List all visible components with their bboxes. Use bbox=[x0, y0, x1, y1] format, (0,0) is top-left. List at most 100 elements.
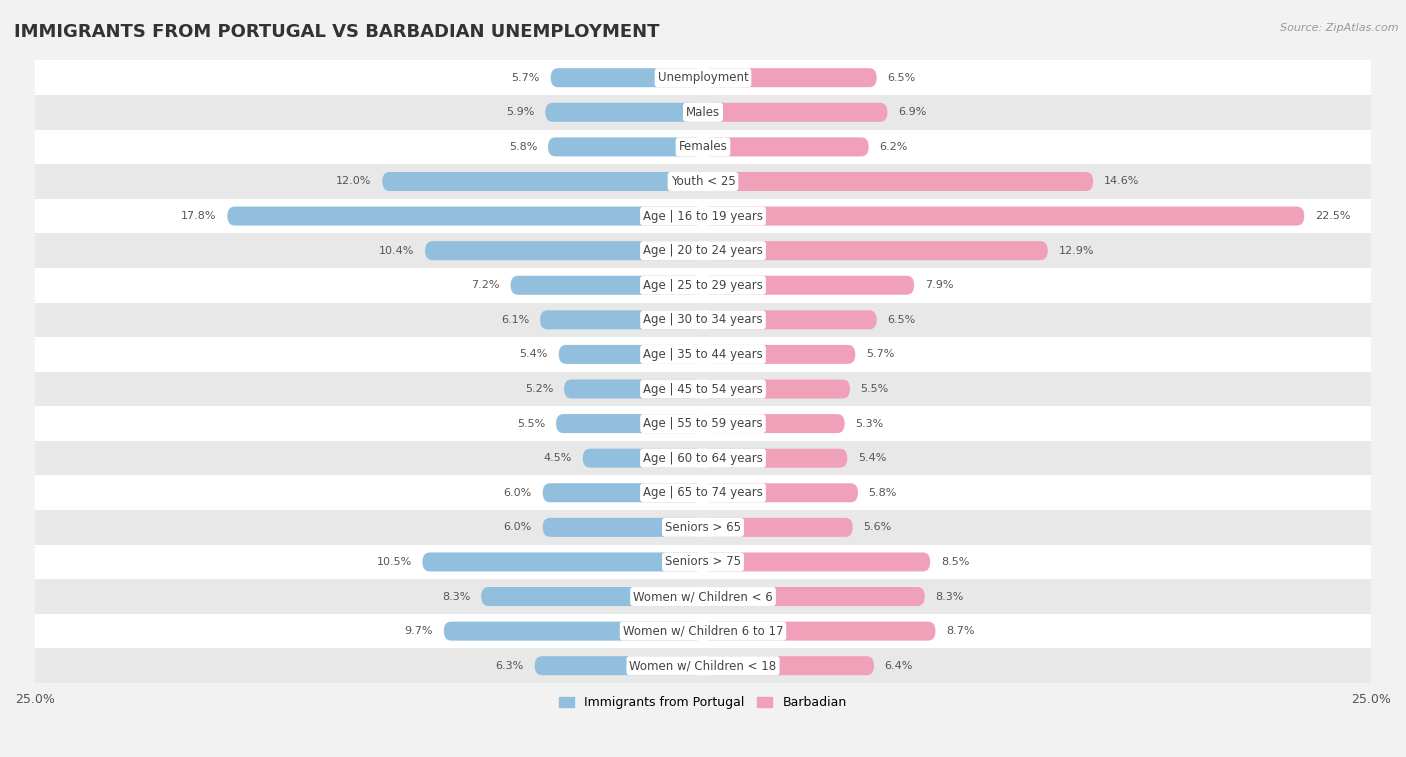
FancyBboxPatch shape bbox=[558, 345, 703, 364]
FancyBboxPatch shape bbox=[35, 579, 1371, 614]
FancyBboxPatch shape bbox=[703, 656, 875, 675]
Text: 8.3%: 8.3% bbox=[441, 591, 471, 602]
Text: 12.9%: 12.9% bbox=[1059, 246, 1094, 256]
Text: 17.8%: 17.8% bbox=[181, 211, 217, 221]
FancyBboxPatch shape bbox=[564, 379, 703, 398]
Text: 5.5%: 5.5% bbox=[860, 384, 889, 394]
FancyBboxPatch shape bbox=[35, 544, 1371, 579]
Text: 22.5%: 22.5% bbox=[1315, 211, 1350, 221]
Text: Source: ZipAtlas.com: Source: ZipAtlas.com bbox=[1281, 23, 1399, 33]
FancyBboxPatch shape bbox=[703, 621, 935, 640]
Text: Age | 35 to 44 years: Age | 35 to 44 years bbox=[643, 348, 763, 361]
FancyBboxPatch shape bbox=[543, 518, 703, 537]
Text: Age | 45 to 54 years: Age | 45 to 54 years bbox=[643, 382, 763, 395]
FancyBboxPatch shape bbox=[481, 587, 703, 606]
FancyBboxPatch shape bbox=[546, 103, 703, 122]
FancyBboxPatch shape bbox=[703, 449, 848, 468]
Text: 6.4%: 6.4% bbox=[884, 661, 912, 671]
FancyBboxPatch shape bbox=[35, 129, 1371, 164]
Text: 6.2%: 6.2% bbox=[879, 142, 908, 152]
Text: 5.7%: 5.7% bbox=[512, 73, 540, 83]
Text: 6.3%: 6.3% bbox=[496, 661, 524, 671]
Text: Age | 20 to 24 years: Age | 20 to 24 years bbox=[643, 245, 763, 257]
Text: 5.4%: 5.4% bbox=[520, 350, 548, 360]
FancyBboxPatch shape bbox=[35, 510, 1371, 544]
FancyBboxPatch shape bbox=[703, 310, 877, 329]
FancyBboxPatch shape bbox=[228, 207, 703, 226]
FancyBboxPatch shape bbox=[555, 414, 703, 433]
Text: Youth < 25: Youth < 25 bbox=[671, 175, 735, 188]
Text: Women w/ Children 6 to 17: Women w/ Children 6 to 17 bbox=[623, 625, 783, 637]
FancyBboxPatch shape bbox=[548, 137, 703, 157]
Text: 6.0%: 6.0% bbox=[503, 522, 531, 532]
FancyBboxPatch shape bbox=[444, 621, 703, 640]
Text: 12.0%: 12.0% bbox=[336, 176, 371, 186]
Text: Age | 55 to 59 years: Age | 55 to 59 years bbox=[643, 417, 763, 430]
FancyBboxPatch shape bbox=[703, 103, 887, 122]
Text: 14.6%: 14.6% bbox=[1104, 176, 1139, 186]
Text: Women w/ Children < 6: Women w/ Children < 6 bbox=[633, 590, 773, 603]
FancyBboxPatch shape bbox=[703, 137, 869, 157]
FancyBboxPatch shape bbox=[703, 379, 851, 398]
FancyBboxPatch shape bbox=[35, 441, 1371, 475]
FancyBboxPatch shape bbox=[35, 337, 1371, 372]
FancyBboxPatch shape bbox=[703, 68, 877, 87]
FancyBboxPatch shape bbox=[35, 475, 1371, 510]
Text: Males: Males bbox=[686, 106, 720, 119]
Text: 5.7%: 5.7% bbox=[866, 350, 894, 360]
FancyBboxPatch shape bbox=[703, 241, 1047, 260]
Text: 8.7%: 8.7% bbox=[946, 626, 974, 636]
FancyBboxPatch shape bbox=[551, 68, 703, 87]
FancyBboxPatch shape bbox=[703, 345, 855, 364]
FancyBboxPatch shape bbox=[510, 276, 703, 294]
Text: 9.7%: 9.7% bbox=[405, 626, 433, 636]
Text: 8.5%: 8.5% bbox=[941, 557, 969, 567]
Legend: Immigrants from Portugal, Barbadian: Immigrants from Portugal, Barbadian bbox=[554, 691, 852, 714]
FancyBboxPatch shape bbox=[703, 553, 931, 572]
FancyBboxPatch shape bbox=[703, 518, 852, 537]
Text: Age | 65 to 74 years: Age | 65 to 74 years bbox=[643, 486, 763, 500]
Text: 5.9%: 5.9% bbox=[506, 107, 534, 117]
Text: Unemployment: Unemployment bbox=[658, 71, 748, 84]
Text: 5.3%: 5.3% bbox=[855, 419, 883, 428]
Text: 5.8%: 5.8% bbox=[869, 488, 897, 498]
Text: Age | 30 to 34 years: Age | 30 to 34 years bbox=[643, 313, 763, 326]
FancyBboxPatch shape bbox=[703, 276, 914, 294]
FancyBboxPatch shape bbox=[35, 303, 1371, 337]
Text: 5.2%: 5.2% bbox=[524, 384, 554, 394]
Text: 6.5%: 6.5% bbox=[887, 315, 915, 325]
Text: 10.5%: 10.5% bbox=[377, 557, 412, 567]
FancyBboxPatch shape bbox=[382, 172, 703, 191]
FancyBboxPatch shape bbox=[703, 172, 1092, 191]
Text: 5.6%: 5.6% bbox=[863, 522, 891, 532]
FancyBboxPatch shape bbox=[35, 199, 1371, 233]
Text: Women w/ Children < 18: Women w/ Children < 18 bbox=[630, 659, 776, 672]
FancyBboxPatch shape bbox=[35, 164, 1371, 199]
Text: Females: Females bbox=[679, 140, 727, 154]
FancyBboxPatch shape bbox=[703, 414, 845, 433]
FancyBboxPatch shape bbox=[543, 483, 703, 503]
FancyBboxPatch shape bbox=[35, 407, 1371, 441]
Text: 10.4%: 10.4% bbox=[380, 246, 415, 256]
Text: 4.5%: 4.5% bbox=[544, 453, 572, 463]
FancyBboxPatch shape bbox=[540, 310, 703, 329]
Text: 7.2%: 7.2% bbox=[471, 280, 501, 290]
FancyBboxPatch shape bbox=[422, 553, 703, 572]
Text: Age | 16 to 19 years: Age | 16 to 19 years bbox=[643, 210, 763, 223]
Text: Seniors > 65: Seniors > 65 bbox=[665, 521, 741, 534]
Text: 5.8%: 5.8% bbox=[509, 142, 537, 152]
Text: 6.0%: 6.0% bbox=[503, 488, 531, 498]
Text: Age | 60 to 64 years: Age | 60 to 64 years bbox=[643, 452, 763, 465]
FancyBboxPatch shape bbox=[534, 656, 703, 675]
Text: 7.9%: 7.9% bbox=[925, 280, 953, 290]
Text: 6.1%: 6.1% bbox=[501, 315, 529, 325]
FancyBboxPatch shape bbox=[703, 483, 858, 503]
Text: IMMIGRANTS FROM PORTUGAL VS BARBADIAN UNEMPLOYMENT: IMMIGRANTS FROM PORTUGAL VS BARBADIAN UN… bbox=[14, 23, 659, 41]
FancyBboxPatch shape bbox=[35, 614, 1371, 649]
FancyBboxPatch shape bbox=[35, 649, 1371, 683]
FancyBboxPatch shape bbox=[703, 587, 925, 606]
FancyBboxPatch shape bbox=[703, 207, 1305, 226]
FancyBboxPatch shape bbox=[35, 372, 1371, 407]
FancyBboxPatch shape bbox=[35, 233, 1371, 268]
Text: Age | 25 to 29 years: Age | 25 to 29 years bbox=[643, 279, 763, 291]
